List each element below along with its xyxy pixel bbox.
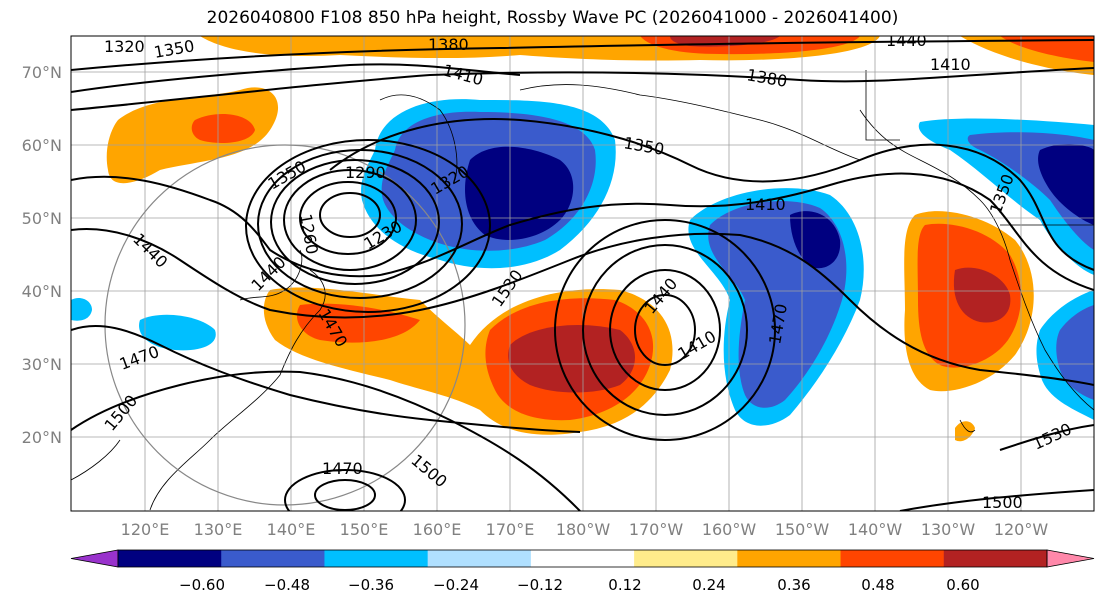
colorbar-segment bbox=[118, 550, 222, 567]
negative-anomaly-wpac-core bbox=[465, 146, 574, 240]
contour-label: 1410 bbox=[745, 195, 786, 214]
contour-label: 1350 bbox=[622, 133, 665, 159]
colorbar: −0.60 −0.48 −0.36 −0.24 −0.12 0.12 0.24 … bbox=[70, 549, 1095, 594]
contour-label: 1260 bbox=[296, 212, 322, 255]
colorbar-segment bbox=[634, 550, 738, 567]
contour-label: 1350 bbox=[152, 36, 195, 62]
height-contours bbox=[71, 39, 1094, 511]
anomaly-shading bbox=[71, 36, 1094, 442]
positive-anomaly-nw bbox=[106, 87, 279, 184]
map-frame bbox=[70, 35, 1095, 512]
colorbar-segments bbox=[70, 549, 1095, 568]
contour-label: 1470 bbox=[117, 342, 162, 374]
colorbar-segment bbox=[943, 550, 1048, 567]
map-plot-area: 1320 1350 1380 1440 1410 1410 1380 1350 … bbox=[71, 31, 1094, 512]
contour-label: 1320 bbox=[104, 37, 145, 56]
lat-label: 50°N bbox=[22, 209, 62, 228]
colorbar-segment bbox=[737, 550, 842, 567]
colorbar-tick-label: −0.24 bbox=[433, 576, 479, 594]
colorbar-extend-min bbox=[70, 549, 119, 568]
colorbar-tick-label: −0.60 bbox=[179, 576, 225, 594]
lon-label: 150°W bbox=[775, 520, 830, 539]
contour-label: 1380 bbox=[745, 65, 788, 91]
lat-label: 70°N bbox=[22, 63, 62, 82]
lat-label: 60°N bbox=[22, 136, 62, 155]
colorbar-extend-max bbox=[1046, 549, 1095, 568]
lon-label: 130°E bbox=[194, 520, 243, 539]
colorbar-tick-label: −0.12 bbox=[517, 576, 563, 594]
lon-label: 160°E bbox=[413, 520, 462, 539]
positive-anomaly-small-s bbox=[955, 421, 975, 442]
contour-label: 1440 bbox=[886, 31, 927, 50]
lat-label: 20°N bbox=[22, 428, 62, 447]
contour-label: 1500 bbox=[407, 451, 450, 492]
contour-label: 1380 bbox=[428, 35, 469, 54]
contour-label: 1530 bbox=[1030, 419, 1075, 453]
positive-anomaly-east-core bbox=[953, 267, 1011, 323]
coastlines bbox=[71, 70, 1094, 511]
colorbar-segment bbox=[324, 550, 429, 567]
contour-label: 1410 bbox=[441, 61, 485, 90]
contour-label: 1530 bbox=[488, 266, 527, 310]
latitude-labels: 70°N 60°N 50°N 40°N 30°N 20°N bbox=[22, 63, 62, 447]
lon-label: 120°W bbox=[994, 520, 1049, 539]
colorbar-tick-label: −0.36 bbox=[348, 576, 394, 594]
colorbar-segment bbox=[530, 550, 635, 567]
contour-label: 1410 bbox=[675, 327, 720, 364]
lon-label: 150°E bbox=[340, 520, 389, 539]
contour-label: 1410 bbox=[930, 55, 971, 74]
positive-anomaly-ne-core bbox=[1000, 36, 1094, 62]
colorbar-tick-label: 0.12 bbox=[608, 576, 641, 594]
negative-anomaly-small-w bbox=[139, 314, 216, 351]
positive-anomaly-subtrop-core bbox=[508, 325, 635, 393]
lon-label: 140°W bbox=[848, 520, 903, 539]
lon-label: 130°W bbox=[921, 520, 976, 539]
map-title: 2026040800 F108 850 hPa height, Rossby W… bbox=[206, 8, 899, 28]
lon-label: 170°W bbox=[629, 520, 684, 539]
colorbar-tick-label: −0.48 bbox=[264, 576, 310, 594]
longitude-labels: 120°E 130°E 140°E 150°E 160°E 170°E 180°… bbox=[121, 520, 1049, 539]
contour-label: 1500 bbox=[982, 493, 1023, 512]
colorbar-tick-label: 0.24 bbox=[692, 576, 725, 594]
contour-label: 1440 bbox=[129, 229, 171, 271]
contour-label: 1470 bbox=[322, 459, 363, 478]
lon-label: 180°W bbox=[556, 520, 611, 539]
colorbar-frame bbox=[117, 549, 1048, 568]
lat-label: 40°N bbox=[22, 282, 62, 301]
positive-anomaly-subtrop-mid bbox=[296, 303, 420, 343]
colorbar-segment bbox=[427, 550, 532, 567]
colorbar-segment bbox=[221, 550, 325, 567]
colorbar-tick-label: 0.36 bbox=[777, 576, 810, 594]
lat-label: 30°N bbox=[22, 355, 62, 374]
lon-label: 140°E bbox=[267, 520, 316, 539]
negative-anomaly-small-w2 bbox=[71, 298, 92, 321]
colorbar-tick-label: 0.48 bbox=[861, 576, 894, 594]
negative-anomaly-se-core bbox=[1056, 305, 1094, 400]
positive-anomaly-nw-core bbox=[191, 114, 255, 143]
lon-label: 160°W bbox=[702, 520, 757, 539]
negative-anomaly-cpac-core bbox=[790, 211, 841, 269]
contour-label: 1290 bbox=[345, 163, 386, 182]
lon-label: 120°E bbox=[121, 520, 170, 539]
negative-anomaly-ne-core bbox=[1038, 144, 1094, 225]
colorbar-tick-label: 0.60 bbox=[946, 576, 979, 594]
lon-label: 170°E bbox=[486, 520, 535, 539]
colorbar-segment bbox=[840, 550, 945, 567]
colorbar-ticks: −0.60 −0.48 −0.36 −0.24 −0.12 0.12 0.24 … bbox=[179, 576, 980, 594]
